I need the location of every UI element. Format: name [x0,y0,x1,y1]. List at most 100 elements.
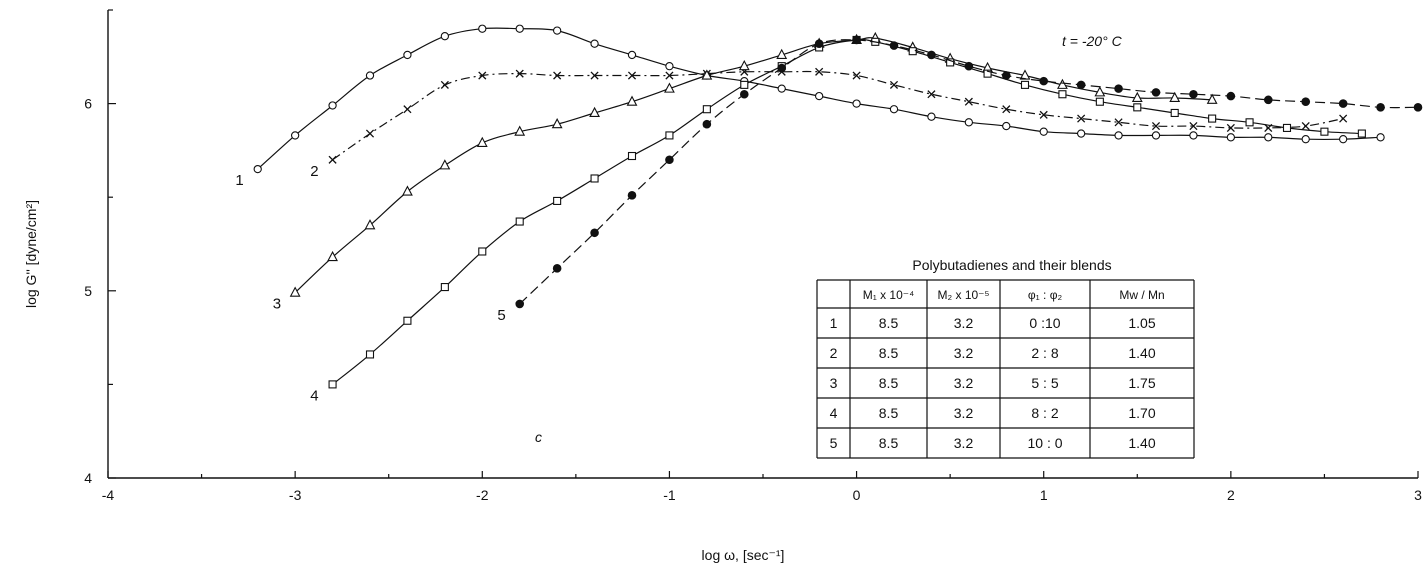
series-2-point [590,71,599,80]
series-5-point [889,41,899,50]
series-1-point [590,39,599,48]
series-5-point [515,299,525,309]
series-3-point [402,185,413,196]
table-cell: 1.40 [1128,435,1155,451]
series-2-point [964,97,973,106]
series-4-point [1357,129,1366,138]
table-cell: 3.2 [954,345,974,361]
series-2-point [815,67,824,76]
series-1-point [1039,127,1048,136]
table-cell: 5 [830,435,838,451]
series-1-point [440,32,450,41]
series-2-point [1226,123,1235,132]
table-cell: 2 [830,345,838,361]
series-1-point [1114,131,1123,140]
table-cell: 1 [830,315,838,331]
table-title: Polybutadienes and their blends [912,257,1111,273]
series-1-point [290,131,300,140]
series-1-point [927,112,936,121]
series-3-point [476,136,488,147]
series-1-point [403,50,412,60]
table-cell: 1.40 [1128,345,1155,361]
x-tick-label: -2 [476,487,489,503]
table-cell: 8.5 [879,435,899,451]
series-3-point [439,159,451,170]
series-5-point [1076,80,1086,90]
series-1-point [1338,135,1348,144]
series-4-point [665,131,674,140]
series-4-point [553,196,562,205]
series-4-label: 4 [310,387,318,404]
series-4-point [983,69,992,78]
table-cell: 8.5 [879,405,899,421]
x-tick-label: 3 [1414,487,1422,503]
series-5-point [1263,95,1273,105]
series-1-point [777,84,786,93]
series-3-point [664,82,675,93]
table-cell: 5 : 5 [1031,375,1058,391]
series-1-point [478,24,487,33]
x-tick-label: -4 [102,487,115,503]
series-1-point [889,105,899,114]
series-2-point [1339,114,1348,123]
series-2-point [440,80,449,89]
table-cell: 1.70 [1128,405,1155,421]
series-4-point [1133,103,1142,112]
series-1-point [552,26,562,35]
table-cell: 3.2 [954,375,974,391]
table-cell: 8.5 [879,345,899,361]
y-tick-label: 6 [84,96,92,112]
data-table: M₁ x 10⁻⁴ M₂ x 10⁻⁵ φ₁ : φ₂ Mw / Mn 1 8.5 3.2 0… [816,279,1195,459]
series-5-point [739,89,749,99]
y-tick-label: 5 [84,283,92,299]
series-3-point [1169,91,1181,103]
series-2-point [1189,122,1198,131]
table-cell: 2 : 8 [1031,345,1058,361]
panel-letter: c [535,429,542,445]
series-4-line [332,39,1362,385]
series-2-point [665,71,674,80]
series-2-point [1002,105,1011,114]
temperature-annotation: t = -20° C [1062,33,1123,49]
series-5-point [1151,88,1161,97]
series-3-point [551,118,563,129]
x-tick-label: -1 [663,487,676,503]
series-4-point [908,47,917,56]
series-2-point [478,71,487,80]
series-2-point [328,155,337,164]
series-2-point [1301,122,1310,131]
x-axis-title: log ω, [sec⁻¹] [702,547,785,563]
series-3-label: 3 [273,296,281,313]
series-5-point [1226,91,1236,101]
series-5-point [1413,103,1423,112]
series-1-point [515,24,524,33]
series-5-point [1338,99,1348,108]
series-2-point [927,90,936,99]
series-1-label: 1 [235,172,243,189]
series-4-point [515,217,524,226]
table-cell: 10 : 0 [1027,435,1062,451]
x-tick-label: -3 [289,487,302,503]
series-3-line [294,37,1213,294]
series-4-point [1020,80,1030,89]
series-1-point [964,118,974,127]
series-1-point [1376,133,1385,142]
series-5-point [927,50,936,60]
series-2-point [852,71,861,80]
series-4-point [740,80,749,89]
series-1-point [814,91,824,101]
series-1-point [1076,129,1086,138]
table-cell: 1.05 [1128,315,1155,331]
series-1-point [665,62,674,71]
series-1-point [1151,131,1161,140]
table-cell: 0 :10 [1029,315,1060,331]
series-layer [253,24,1423,389]
series-4-point [1245,118,1254,127]
series-4-point [403,316,412,325]
series-2-point [1077,114,1086,123]
series-4-point [590,174,599,183]
series-1-point [1002,121,1011,131]
table-header-cell: M₂ x 10⁻⁵ [938,288,990,302]
series-1-point [253,164,262,174]
